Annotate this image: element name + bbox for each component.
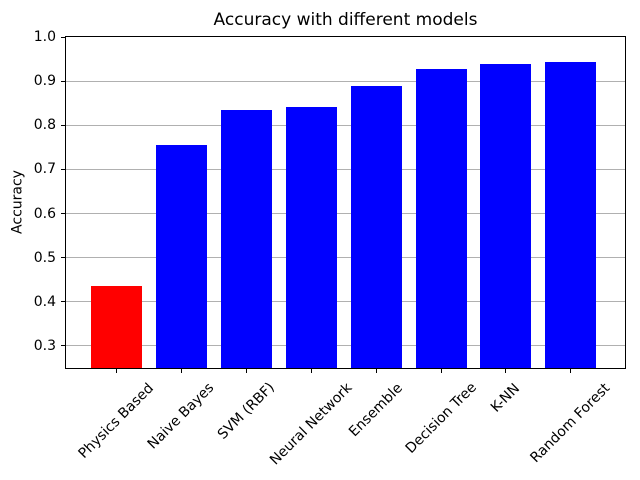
y-tick-mark xyxy=(61,168,65,170)
x-tick-label: Neural Network xyxy=(266,379,356,469)
bar xyxy=(545,62,597,368)
y-tick-label: 0.4 xyxy=(33,293,56,310)
bar xyxy=(156,145,208,368)
bar xyxy=(350,85,402,368)
gridline xyxy=(66,213,625,215)
x-tick-mark xyxy=(505,369,507,373)
y-tick-mark xyxy=(61,257,65,259)
gridline xyxy=(66,345,625,347)
y-tick-mark xyxy=(61,124,65,126)
y-tick-mark xyxy=(61,301,65,303)
x-tick-mark xyxy=(116,369,118,373)
bar xyxy=(285,107,337,368)
x-tick-label: Physics Based xyxy=(75,379,158,462)
x-tick-label: Ensemble xyxy=(345,380,406,440)
x-tick-mark xyxy=(181,369,183,373)
x-tick-mark xyxy=(375,369,377,373)
bar xyxy=(415,69,467,368)
gridline xyxy=(66,80,625,82)
plot-area xyxy=(65,36,626,369)
gridline xyxy=(66,168,625,170)
x-tick-mark xyxy=(570,369,572,373)
y-tick-label: 0.8 xyxy=(33,117,56,134)
gridline xyxy=(66,257,625,259)
x-tick-mark xyxy=(245,369,247,373)
x-tick-label: Decision Tree xyxy=(402,379,480,458)
y-tick-label: 0.9 xyxy=(33,73,56,90)
chart-title: Accuracy with different models xyxy=(213,10,478,30)
gridline xyxy=(66,301,625,303)
gridline xyxy=(66,124,625,126)
bar xyxy=(480,64,532,368)
x-tick-mark xyxy=(310,369,312,373)
x-tick-label: Random Forest xyxy=(527,379,614,466)
y-tick-mark xyxy=(61,345,65,347)
bar xyxy=(220,110,272,368)
y-tick-mark xyxy=(61,36,65,38)
x-tick-label: SVM (RBF) xyxy=(214,379,278,444)
y-tick-label: 0.5 xyxy=(33,249,56,266)
y-tick-mark xyxy=(61,213,65,215)
x-tick-mark xyxy=(440,369,442,373)
bar xyxy=(91,286,143,368)
y-tick-label: 0.7 xyxy=(33,161,56,178)
y-tick-label: 0.6 xyxy=(33,205,56,222)
y-tick-label: 1.0 xyxy=(33,29,56,45)
y-tick-mark xyxy=(61,80,65,82)
x-tick-label: K-NN xyxy=(487,380,523,416)
y-axis-label: Accuracy xyxy=(9,170,26,234)
y-tick-label: 0.3 xyxy=(33,337,56,354)
